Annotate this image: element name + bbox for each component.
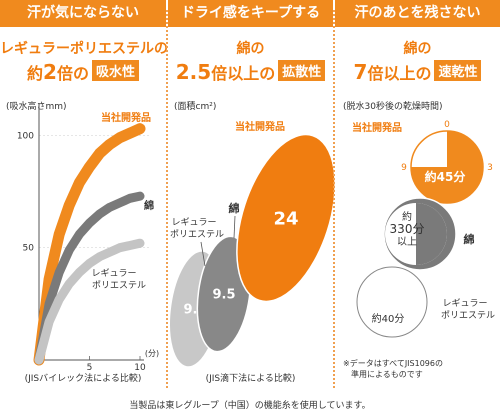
panel-absorbency: 汗が気にならない レギュラーポリエステルの 約2倍の 吸水性 (吸水高さmm) 5… [0, 0, 168, 388]
chart-footnote: (JIS滴下法による比較) [205, 374, 296, 384]
chart-footnote: (JISバイレック法による比較) [24, 374, 142, 384]
area-unit: (面積cm²) [174, 102, 217, 112]
series-label-poly-line1: レギュラー [442, 298, 487, 309]
headline-line1: レギュラーポリエステルの [0, 41, 168, 57]
headline-number: 2.5 [175, 60, 212, 84]
headline-badge: 速乾性 [434, 60, 482, 81]
y-axis-unit: (吸水高さmm) [6, 102, 67, 112]
pie-value-label-line1: 約 [402, 210, 412, 223]
headline-number: 7 [353, 60, 368, 84]
series-line [34, 191, 145, 365]
x-tick-label: 10 [134, 363, 146, 373]
pie-remainder-cotton [416, 203, 447, 265]
headline-line2: 7倍以上の 速乾性 [335, 60, 500, 84]
pie-face-poly [356, 266, 428, 338]
x-axis-unit: (分) [145, 349, 159, 358]
pie-value-label: 約40分 [372, 312, 405, 325]
pie-value-label-line3: 以上 [397, 236, 417, 248]
data-note-line2: 準用によるものです [351, 370, 423, 379]
area-value-label: 9.5 [212, 288, 235, 303]
data-note-line1: ※データはすべてJIS1096の [343, 359, 443, 368]
pie-value-label: 約45分 [425, 169, 466, 184]
series-label-poly-line2: ポリエステル [441, 310, 495, 321]
headline-badge: 吸水性 [91, 60, 139, 81]
panel-divider [333, 10, 335, 388]
label-cotton: 綿 [229, 201, 240, 215]
headline-suffix: 倍の [56, 64, 89, 83]
dial-label-left: 9 [401, 163, 407, 173]
pie-value-label-line2: 330分 [390, 222, 425, 236]
headline-line2: 約2倍の 吸水性 [0, 60, 166, 84]
headline-line1: 綿の [236, 41, 265, 57]
headline-line2: 2.5倍以上の 拡散性 [168, 60, 333, 84]
panel-header: 汗が気にならない [0, 0, 166, 27]
label-ours: 当社開発品 [235, 120, 285, 133]
pie-slice-ours [411, 131, 483, 203]
series-line [33, 123, 146, 366]
panel-quick-dry: 汗のあとを残さない 綿の 7倍以上の 速乾性 (脱水30秒後の乾燥時間) 約45分… [335, 0, 500, 388]
panel-header: 汗のあとを残さない [335, 0, 500, 27]
headline-line1: 綿の [403, 41, 432, 57]
panel-header: ドライ感をキープする [168, 0, 333, 27]
series-label-cotton: 綿 [144, 199, 154, 212]
label-poly-line2: ポリエステル [170, 229, 224, 240]
series-label-ours: 当社開発品 [352, 121, 402, 134]
data-note: ※データはすべてJIS1096の 準用によるものです [343, 358, 443, 380]
headline-badge: 拡散性 [278, 60, 326, 81]
series-label-cotton: 綿 [464, 232, 475, 246]
panel-diffusion: ドライ感をキープする 綿の 2.5倍以上の 拡散性 (面積cm²) 9.2 9.5 2… [168, 0, 336, 388]
label-leader-line [200, 241, 206, 267]
series-line [34, 238, 145, 365]
area-value-label: 24 [273, 208, 298, 229]
panel-divider [166, 10, 168, 388]
series-label-poly-line1: レギュラー [91, 268, 136, 279]
dry-time-unit: (脱水30秒後の乾燥時間) [343, 102, 443, 112]
x-tick-label: 5 [87, 363, 93, 373]
headline-suffix: 倍以上の [211, 64, 276, 83]
bottom-note: 当製品は東レグループ（中国）の機能糸を使用しています。 [129, 401, 371, 411]
headline-prefix: 約 [27, 64, 44, 83]
series-label-poly-line2: ポリエステル [92, 280, 146, 291]
series-label-ours: 当社開発品 [101, 111, 151, 124]
label-leader-line [233, 215, 236, 239]
headline-number: 2 [43, 60, 57, 84]
dial-label-right: 3 [487, 163, 493, 173]
area-ellipse [236, 133, 336, 303]
dial-label-top: 0 [444, 120, 450, 130]
y-tick-label: 100 [17, 131, 34, 141]
y-tick-label: 50 [23, 244, 35, 254]
headline-suffix: 倍以上の [367, 64, 432, 83]
label-poly-line1: レギュラー [171, 217, 216, 228]
